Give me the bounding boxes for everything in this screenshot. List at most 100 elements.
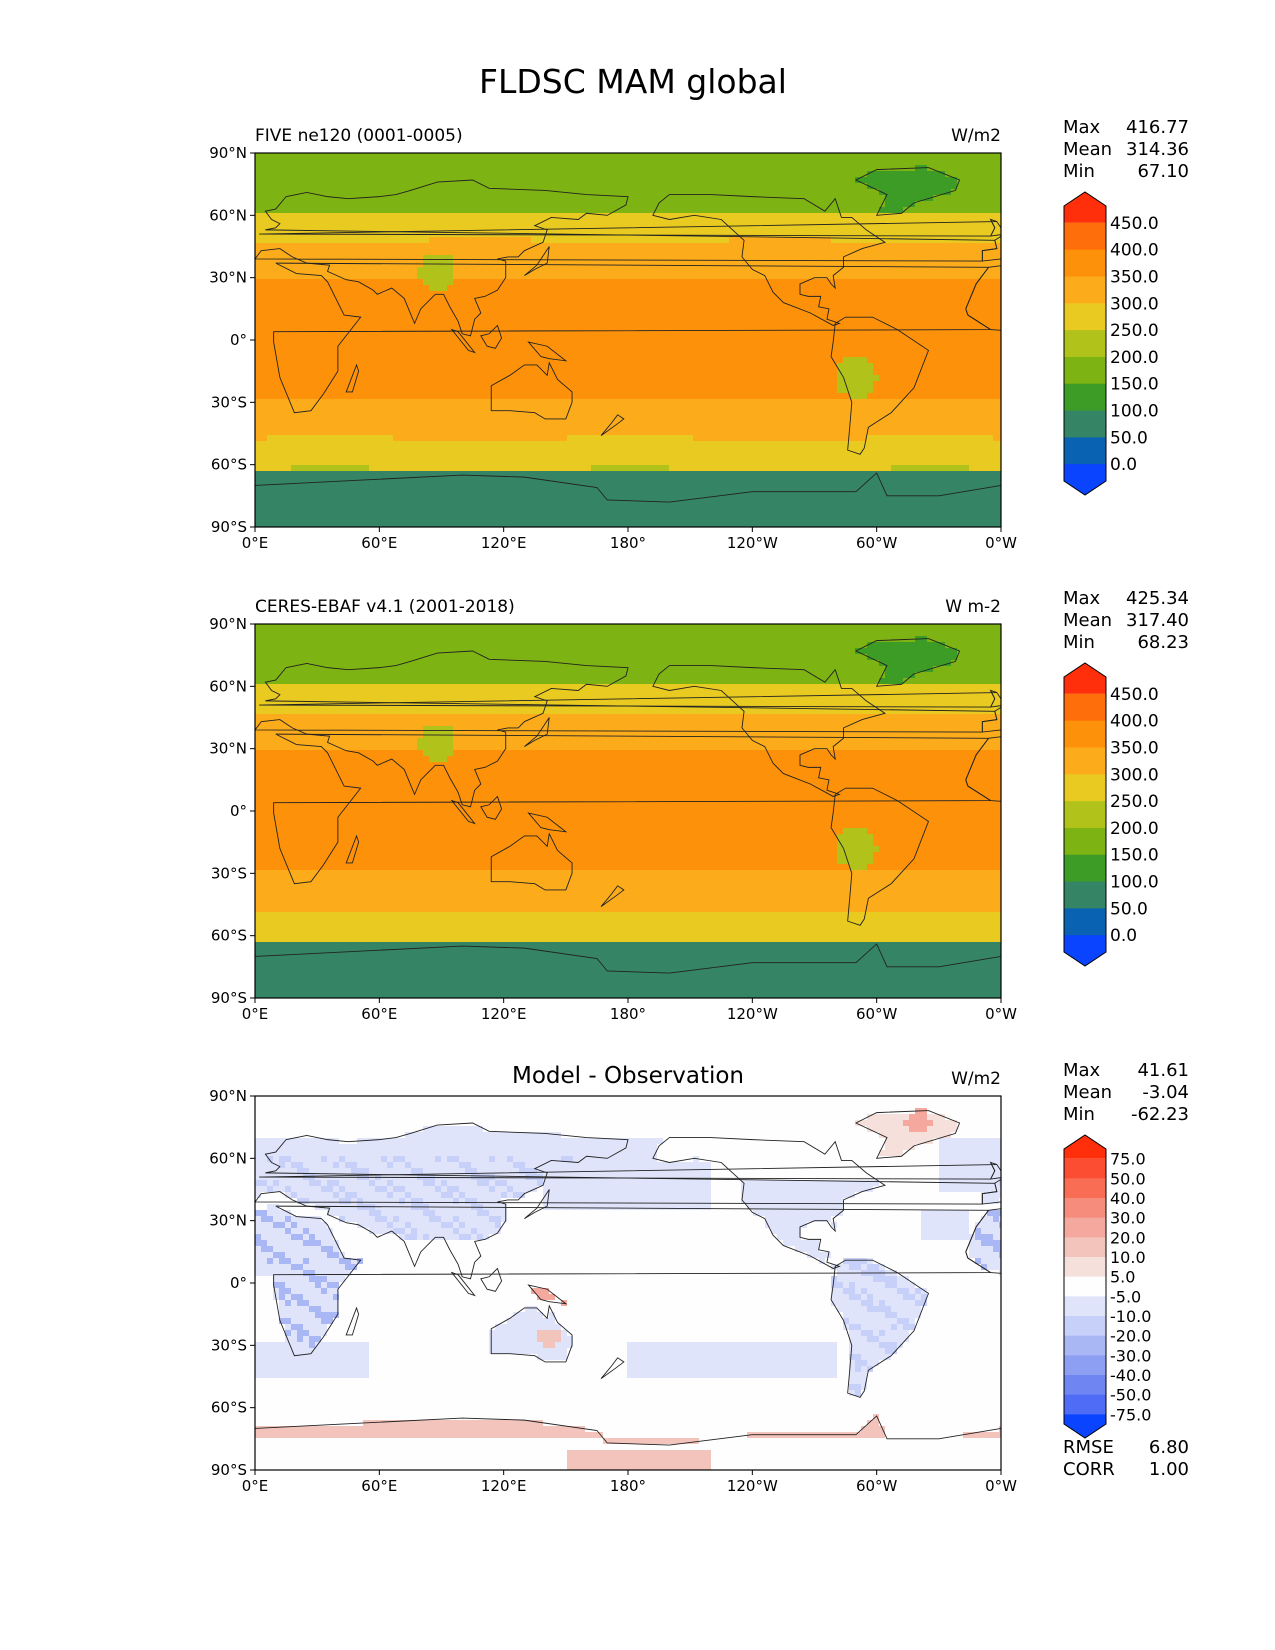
field-cell [933, 189, 940, 196]
field-cell [801, 375, 808, 382]
field-cell [441, 345, 448, 352]
field-cell [669, 339, 676, 346]
field-cell [573, 261, 580, 268]
field-cell [483, 267, 490, 274]
field-cell [879, 381, 886, 388]
field-cell [333, 201, 340, 208]
field-cell [915, 339, 922, 346]
field-cell [807, 321, 814, 328]
field-cell [369, 195, 376, 202]
field-cell [525, 171, 532, 178]
field-cell [597, 357, 604, 364]
field-cell [441, 219, 448, 226]
field-cell [387, 255, 394, 262]
field-cell [687, 225, 694, 232]
field-cell [285, 165, 292, 172]
field-cell [789, 237, 796, 244]
field-cell [393, 237, 400, 244]
field-cell [705, 333, 712, 340]
field-cell [579, 237, 586, 244]
field-cell [645, 363, 652, 370]
field-cell [483, 159, 490, 166]
field-cell [879, 213, 886, 220]
field-cell [933, 357, 940, 364]
field-cell [423, 297, 430, 304]
field-cell [987, 351, 994, 358]
field-cell [285, 351, 292, 358]
field-cell [357, 363, 364, 370]
field-cell [873, 177, 880, 184]
field-cell [459, 279, 466, 286]
field-cell [621, 291, 628, 298]
field-cell [867, 207, 874, 214]
field-cell [489, 333, 496, 340]
field-cell [351, 267, 358, 274]
field-cell [495, 177, 502, 184]
field-cell [327, 351, 334, 358]
field-cell [447, 165, 454, 172]
field-cell [867, 267, 874, 274]
field-cell [951, 213, 958, 220]
field-cell [699, 381, 706, 388]
field-cell [603, 339, 610, 346]
field-cell [357, 249, 364, 256]
field-cell [351, 273, 358, 280]
field-cell [855, 297, 862, 304]
field-cell [831, 249, 838, 256]
field-cell [417, 387, 424, 394]
field-cell [477, 231, 484, 238]
field-cell [501, 183, 508, 190]
field-cell [417, 285, 424, 292]
field-cell [345, 345, 352, 352]
field-cell [543, 339, 550, 346]
field-cell [255, 279, 262, 286]
field-cell [933, 243, 940, 250]
field-cell [459, 327, 466, 334]
field-cell [897, 321, 904, 328]
field-cell [339, 351, 346, 358]
field-cell [717, 195, 724, 202]
field-cell [477, 363, 484, 370]
field-cell [345, 327, 352, 334]
field-cell [333, 165, 340, 172]
field-cell [927, 273, 934, 280]
field-cell [411, 165, 418, 172]
field-cell [513, 219, 520, 226]
field-cell [381, 189, 388, 196]
field-cell [351, 171, 358, 178]
field-cell [849, 237, 856, 244]
field-cell [681, 333, 688, 340]
field-cell [435, 213, 442, 220]
field-cell [903, 357, 910, 364]
field-cell [927, 303, 934, 310]
field-cell [417, 375, 424, 382]
field-cell [933, 267, 940, 274]
field-cell [975, 231, 982, 238]
field-cell [549, 303, 556, 310]
field-cell [669, 177, 676, 184]
field-cell [795, 267, 802, 274]
field-cell [369, 165, 376, 172]
field-cell [645, 273, 652, 280]
field-cell [381, 183, 388, 190]
field-cell [801, 243, 808, 250]
field-cell [681, 381, 688, 388]
field-cell [645, 321, 652, 328]
field-cell [765, 303, 772, 310]
field-cell [417, 339, 424, 346]
field-cell [579, 381, 586, 388]
field-cell [813, 153, 820, 160]
field-cell [381, 207, 388, 214]
field-cell [339, 153, 346, 160]
field-cell [501, 321, 508, 328]
field-cell [297, 333, 304, 340]
field-cell [255, 261, 262, 268]
field-cell [615, 207, 622, 214]
field-cell [855, 165, 862, 172]
field-cell [375, 267, 382, 274]
field-cell [525, 273, 532, 280]
field-cell [717, 201, 724, 208]
field-cell [735, 177, 742, 184]
field-cell [903, 315, 910, 322]
field-cell [333, 267, 340, 274]
